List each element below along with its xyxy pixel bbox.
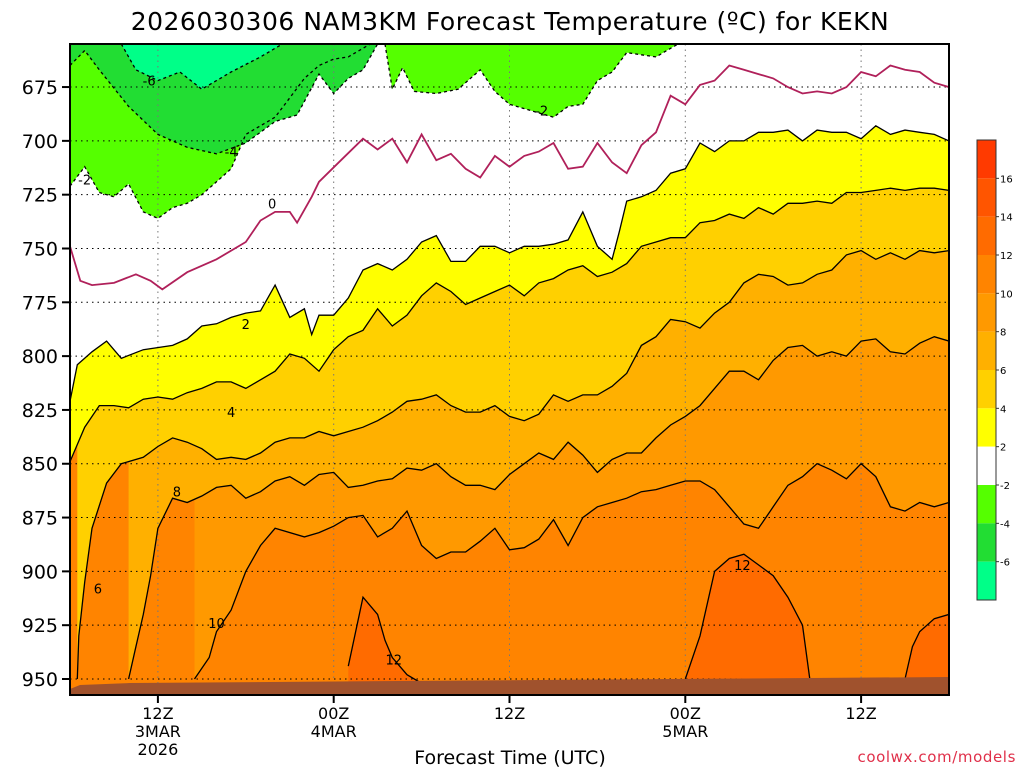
colorbar-label-8: 8 [1000, 328, 1006, 339]
colorbar-label-12: 12 [1000, 251, 1013, 262]
colorbar-bin-10-12 [977, 255, 996, 294]
x-tick-label-6-1: 3MAR [135, 722, 181, 741]
colorbar: 16 14 12 10 8 6 4 2 -2 -4 -6 [976, 139, 1013, 601]
isotherm-label-8-8: 8 [173, 486, 181, 501]
isotherm-0-4 [70, 64, 949, 291]
isotherm-label-12-11: 12 [734, 559, 751, 574]
colorbar-bin-12-14 [977, 216, 996, 255]
x-tick-label-6-0: 12Z [142, 704, 173, 723]
y-axis: 675 700 725 750 775 800 825 850 875 900 925 950 [22, 77, 70, 691]
colorbar-label--6: -6 [1000, 558, 1010, 569]
colorbar-label-10: 10 [1000, 289, 1013, 300]
y-tick-label-775: 775 [22, 292, 58, 314]
isotherm-label-10-9: 10 [208, 617, 225, 632]
isotherm-4-6 [70, 187, 949, 462]
isotherm-12-12 [904, 613, 949, 680]
grid-lines [70, 44, 949, 695]
x-tick-label-54-0: 12Z [845, 704, 876, 723]
y-tick-label-875: 875 [22, 508, 58, 530]
isotherm--6-0 [120, 44, 283, 90]
isotherm-label--2-3: -2 [535, 105, 548, 120]
isotherm-label-4-6: 4 [227, 406, 235, 421]
colorbar-label-16: 16 [1000, 174, 1013, 185]
y-tick-label-925: 925 [22, 615, 58, 637]
colorbar-bin-14-16 [977, 178, 996, 217]
isotherm-12-11 [684, 553, 811, 680]
y-tick-label-825: 825 [22, 400, 58, 422]
isotherm-label--6-0: -6 [143, 75, 156, 90]
colorbar-label-6: 6 [1000, 366, 1006, 377]
isotherm-label-6-7: 6 [94, 583, 102, 598]
x-tick-label-42-1: 5MAR [662, 722, 708, 741]
isotherm-10-9 [193, 462, 949, 680]
ground-layer [70, 677, 949, 695]
colorbar-bin-8-10 [977, 293, 996, 332]
colorbar-bin--2-2 [977, 446, 996, 485]
isotherm-8-8 [127, 336, 949, 680]
colorbar-label-2: 2 [1000, 443, 1006, 454]
isotherm--2-2 [70, 44, 371, 220]
colorbar-bin-4-6 [977, 370, 996, 409]
colorbar-bin-2-4 [977, 408, 996, 447]
x-tick-label-18-0: 00Z [318, 704, 349, 723]
isotherm-label--4-1: -4 [225, 146, 238, 161]
fill-above--6-0 [121, 44, 283, 90]
chart-title: 2026030306 NAM3KM Forecast Temperature (… [131, 7, 890, 36]
isotherm-labels: -6 -4 -2 -2 0 2 4 6 8 10 12 12 [78, 75, 751, 669]
colorbar-label--2: -2 [1000, 481, 1010, 492]
x-tick-label-42-0: 00Z [670, 704, 701, 723]
colorbar-bin--8--6 [977, 561, 996, 600]
x-tick-label-30-0: 12Z [494, 704, 525, 723]
colorbar-bin-16-18 [977, 140, 996, 179]
fill-above-12-2 [905, 614, 949, 695]
y-tick-label-950: 950 [22, 669, 58, 691]
isotherm-6-7 [76, 249, 949, 680]
isotherm-12-10 [347, 595, 422, 684]
credit-text[interactable]: coolwx.com/models [858, 748, 1017, 766]
fill-above--2-1 [385, 44, 678, 118]
isotherm-label-0-4: 0 [268, 197, 276, 212]
isotherm-2-5 [70, 125, 949, 402]
colorbar-label-4: 4 [1000, 404, 1006, 415]
x-tick-label-18-1: 4MAR [311, 722, 357, 741]
temperature-fill-layer [70, 44, 949, 695]
y-tick-label-850: 850 [22, 454, 58, 476]
y-tick-label-675: 675 [22, 77, 58, 99]
isotherm-label--2-2: -2 [78, 174, 91, 189]
y-tick-label-900: 900 [22, 561, 58, 583]
y-tick-label-700: 700 [22, 131, 58, 153]
y-tick-label-725: 725 [22, 185, 58, 207]
colorbar-bin-6-8 [977, 331, 996, 370]
y-tick-label-750: 750 [22, 238, 58, 260]
fill-above-12-1 [685, 554, 810, 695]
isotherm--4-1 [70, 44, 379, 155]
x-tick-label-6-2: 2026 [138, 740, 179, 759]
colorbar-bin--6--4 [977, 523, 996, 562]
colorbar-bin--4--2 [977, 485, 996, 524]
x-axis-label: Forecast Time (UTC) [414, 747, 605, 768]
colorbar-label--4: -4 [1000, 519, 1010, 530]
colorbar-label-14: 14 [1000, 213, 1013, 224]
ground-surface [70, 677, 949, 695]
isotherm-label-2-5: 2 [242, 318, 250, 333]
y-tick-label-800: 800 [22, 346, 58, 368]
isotherm-layer [70, 44, 949, 684]
isotherm-label-12-10: 12 [385, 654, 402, 669]
